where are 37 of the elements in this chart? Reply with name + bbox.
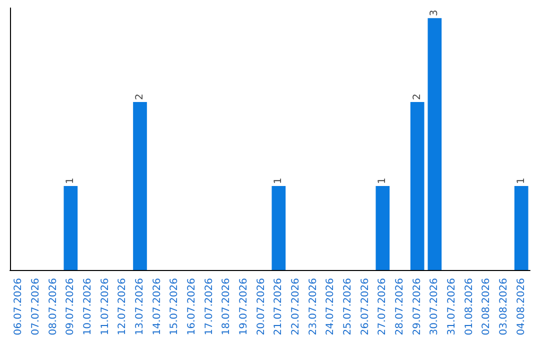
- x-tick-label: 22.07.2026: [290, 278, 302, 336]
- x-tick-label: 28.07.2026: [394, 278, 406, 336]
- x-tick-label: 24.07.2026: [325, 278, 336, 336]
- data-label: 2: [412, 94, 423, 100]
- x-tick-label: 18.07.2026: [221, 278, 232, 336]
- x-tick-label: 23.07.2026: [308, 278, 319, 336]
- data-label: 1: [65, 178, 76, 184]
- x-tick-label: 16.07.2026: [186, 278, 198, 336]
- x-tick-label: 20.07.2026: [256, 278, 267, 336]
- x-tick-label: 02.08.2026: [481, 278, 492, 336]
- data-label: 1: [377, 178, 388, 184]
- x-tick-label: 21.07.2026: [273, 278, 284, 336]
- x-tick-label: 30.07.2026: [429, 278, 440, 336]
- x-tick-label: 12.07.2026: [117, 278, 128, 336]
- x-tick-label: 10.07.2026: [82, 278, 94, 336]
- x-tick-label: 27.07.2026: [377, 278, 388, 336]
- x-tick-label: 04.08.2026: [516, 278, 527, 336]
- data-label: 3: [429, 10, 440, 16]
- x-tick-label: 14.07.2026: [152, 278, 163, 336]
- x-tick-label: 07.07.2026: [30, 278, 42, 336]
- x-tick-label: 09.07.2026: [65, 278, 76, 336]
- x-tick-label: 01.08.2026: [464, 278, 475, 336]
- x-tick-label: 19.07.2026: [238, 278, 250, 336]
- x-tick-label: 29.07.2026: [412, 278, 423, 336]
- x-tick-label: 31.07.2026: [446, 278, 458, 336]
- data-label: 2: [134, 94, 146, 100]
- x-tick-label: 25.07.2026: [342, 278, 354, 336]
- x-tick-label: 13.07.2026: [134, 278, 146, 336]
- x-tick-label: 15.07.2026: [169, 278, 180, 336]
- x-tick-label: 17.07.2026: [204, 278, 215, 336]
- x-tick-label: 08.07.2026: [48, 278, 59, 336]
- x-tick-label: 06.07.2026: [13, 278, 24, 336]
- data-label: 1: [516, 178, 527, 184]
- data-label: 1: [273, 178, 284, 184]
- x-tick-label: 26.07.2026: [360, 278, 371, 336]
- x-tick-label: 03.08.2026: [498, 278, 510, 336]
- x-tick-label: 11.07.2026: [100, 278, 111, 336]
